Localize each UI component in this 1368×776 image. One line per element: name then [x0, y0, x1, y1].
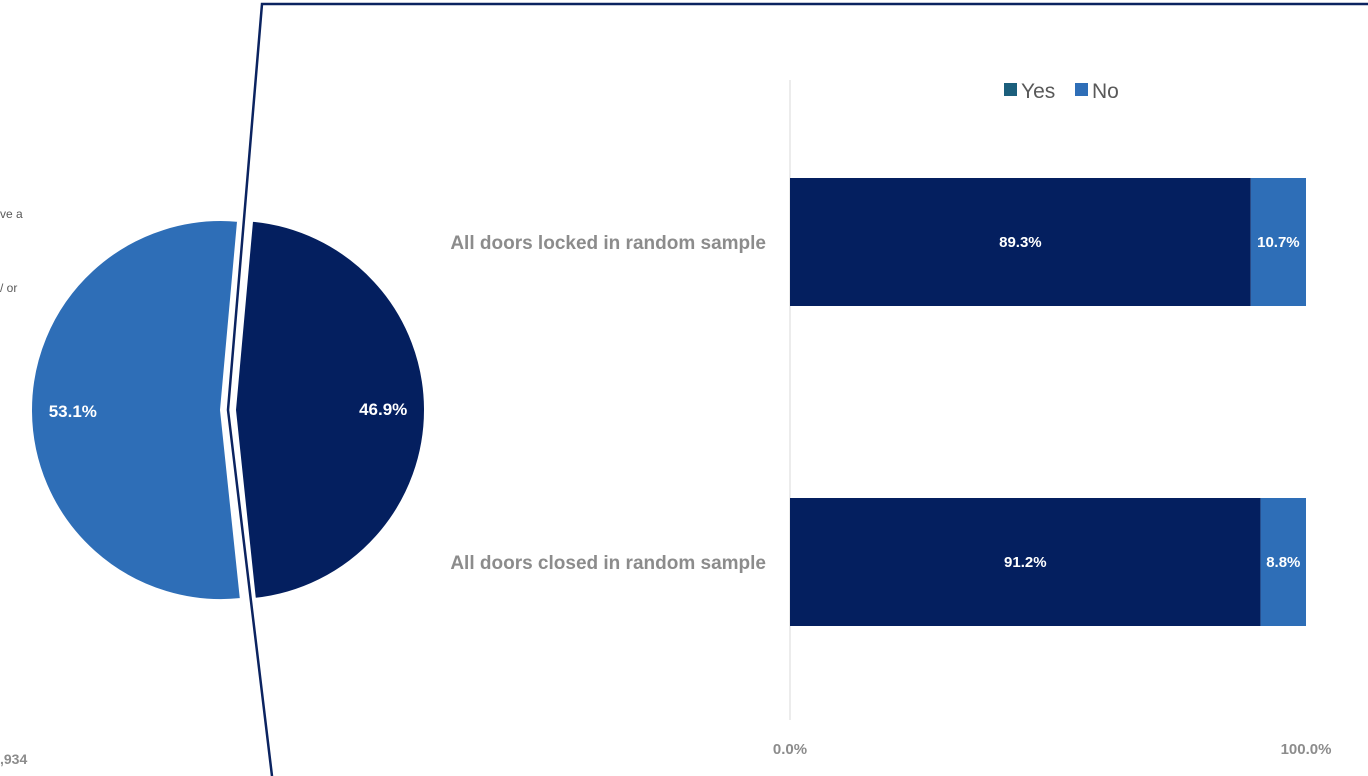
pie-label-dark: 46.9%: [359, 400, 407, 419]
pie-chart: 46.9% 53.1%: [30, 219, 426, 602]
category-label-1: All doors locked in random sample: [450, 233, 766, 254]
data-label-no-1: 10.7%: [1257, 234, 1300, 251]
legend-label-no: No: [1092, 80, 1119, 103]
legend-label-yes: Yes: [1021, 80, 1055, 103]
left-bottom-fragment: ,934: [0, 751, 27, 767]
bar-no-2: [1260, 498, 1306, 626]
pie-label-light: 53.1%: [49, 402, 97, 421]
pie-slice-dark: [233, 219, 426, 601]
left-text-fragment-1: ve a: [0, 207, 23, 221]
category-label-2: All doors closed in random sample: [450, 553, 766, 574]
x-tick-label-min: 0.0%: [773, 741, 807, 758]
stacked-bar-chart: 89.3% 10.7% All doors locked in random sam…: [450, 80, 1306, 720]
data-label-no-2: 8.8%: [1266, 554, 1300, 571]
bar-yes-1: [790, 178, 1251, 306]
bar-yes-2: [790, 498, 1261, 626]
legend-swatch-no: [1075, 83, 1088, 96]
left-text-fragment-2: / or: [0, 281, 17, 295]
data-label-yes-1: 89.3%: [999, 234, 1042, 251]
data-label-yes-2: 91.2%: [1004, 554, 1047, 571]
panel-frame-border: [226, 2, 1368, 776]
chart-legend: Yes No: [1004, 80, 1119, 103]
pie-slice-light: [30, 219, 242, 602]
bar-no-1: [1250, 178, 1306, 306]
x-tick-label-max: 100.0%: [1281, 741, 1332, 758]
legend-swatch-yes: [1004, 83, 1017, 96]
